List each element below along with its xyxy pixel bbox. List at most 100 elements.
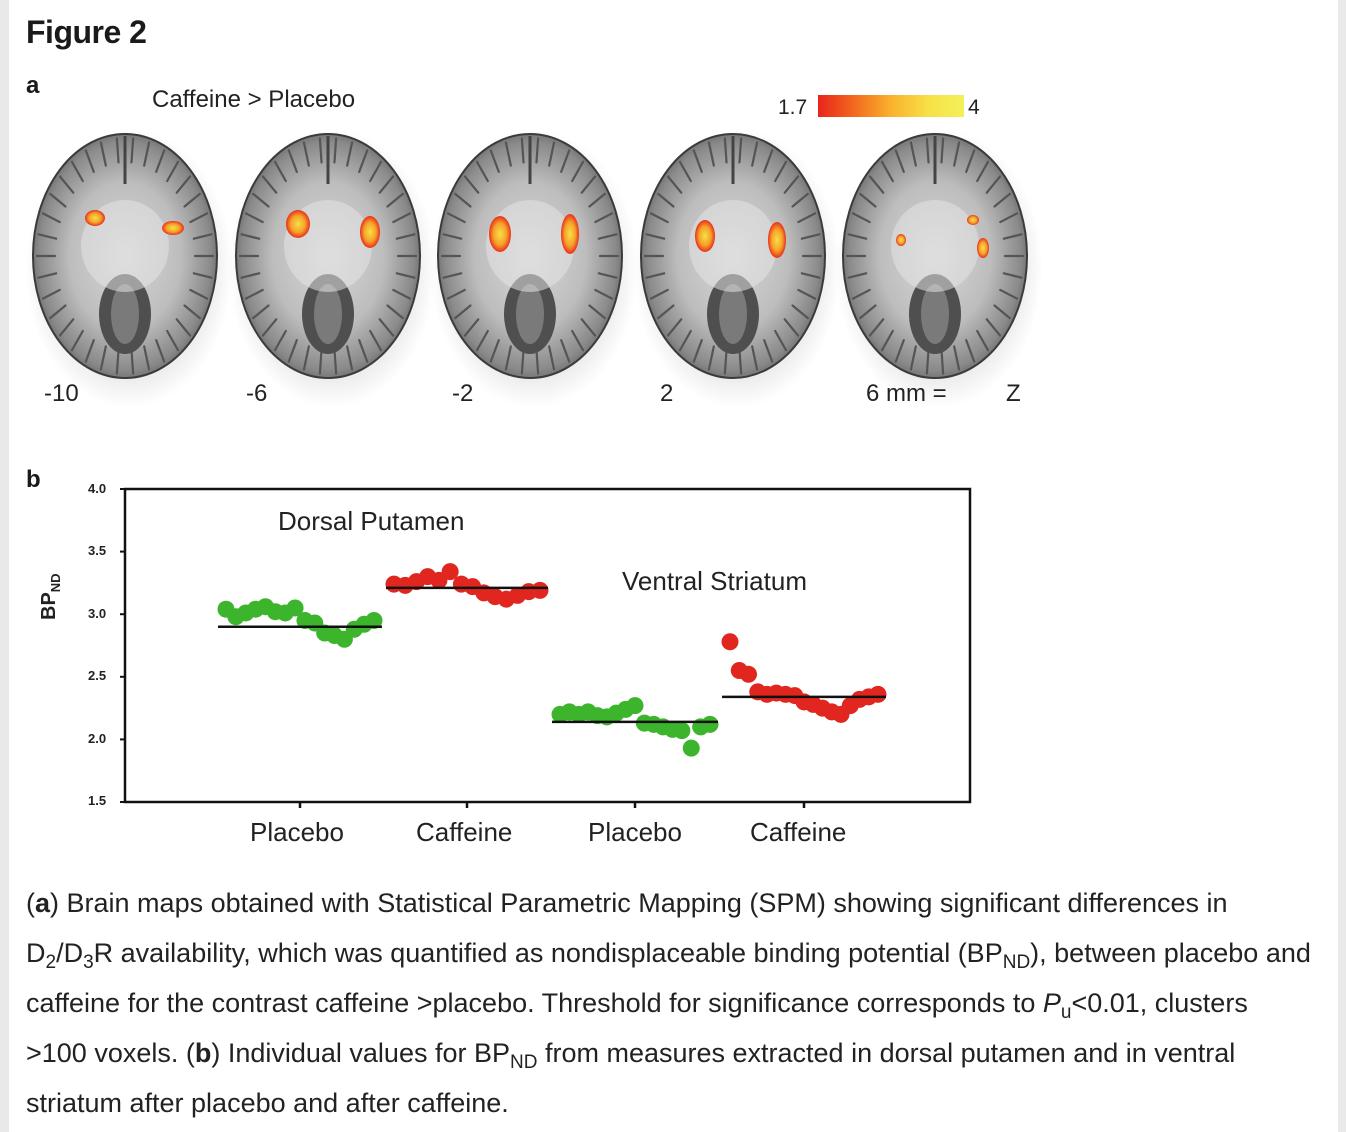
brain-cerebellum-inner (719, 284, 747, 344)
brain-gyrus (940, 348, 945, 375)
data-point (804, 695, 822, 713)
brain-gyrus (692, 149, 703, 173)
caption-text: ) Individual values for BP (211, 1038, 510, 1068)
activation-blob (768, 222, 786, 258)
brain-gyrus (800, 272, 821, 279)
brain-deep-matter (891, 200, 979, 292)
data-point (749, 683, 767, 701)
data-point (795, 693, 813, 711)
panel-a-letter: a (26, 72, 40, 99)
brain-gyrus (261, 175, 278, 194)
data-point (520, 583, 538, 601)
brain-gyrus (358, 339, 369, 363)
brain-gyrus (302, 141, 310, 167)
caption-italic-p: P (1042, 988, 1061, 1018)
brain-gyrus (880, 329, 894, 352)
caption-text: ), between placebo and caffeine for the … (26, 938, 1311, 1018)
brain-gyrus (252, 192, 270, 208)
brain-gyrus (489, 339, 500, 363)
brain-gyrus (99, 141, 107, 167)
brain-gyrus (175, 175, 192, 194)
data-point (777, 685, 794, 703)
activation-blob (977, 238, 989, 258)
brain-gyrus (791, 304, 809, 320)
brain-gyrus (166, 329, 180, 352)
activation-blob (489, 216, 511, 252)
brain-gyrus (58, 175, 75, 194)
brain-gyrus (143, 141, 151, 167)
data-point (682, 739, 700, 757)
brain-gyrus (763, 339, 774, 363)
brain-gyrus (192, 233, 213, 240)
brain-cerebellum-inner (516, 284, 544, 344)
brain-gyrus (645, 233, 666, 240)
slice-label-1: -10 (44, 380, 79, 407)
brain-gyrus (395, 233, 416, 240)
x-category-label: Caffeine (416, 817, 513, 847)
data-point (227, 608, 245, 626)
brain-gyrus (143, 345, 151, 371)
brain-gyrus (155, 339, 166, 363)
brain-gyrus (985, 175, 1002, 194)
brain-gyrus (738, 137, 743, 164)
data-point (851, 690, 868, 708)
brain-gyrus (183, 192, 201, 208)
slice-label-2: -6 (246, 380, 268, 407)
y-axis-label: BPND (38, 560, 63, 620)
data-point (396, 576, 414, 594)
brain-gyrus (504, 141, 512, 167)
brain-gyrus (953, 345, 961, 371)
brain-slice (430, 128, 638, 408)
brain-gyrus (707, 141, 715, 167)
data-point (335, 630, 353, 648)
caption-sub: 3 (83, 952, 94, 973)
caption-sub: ND (510, 1052, 538, 1073)
brain-gyrus (580, 175, 597, 194)
data-point (589, 707, 606, 725)
brain-gyrus (41, 212, 61, 224)
data-point (721, 633, 739, 651)
brain-gyrus (738, 348, 743, 375)
brain-gyrus (535, 137, 540, 164)
brain-cerebellum-inner (921, 284, 949, 344)
brain-gyrus (446, 288, 466, 300)
caption-text: from measures extracted in dorsal putame… (26, 1038, 1236, 1118)
brain-gyrus (244, 212, 264, 224)
data-point (692, 718, 710, 736)
brain-gyrus (880, 160, 894, 183)
brain-slice (633, 128, 841, 408)
data-point (664, 720, 681, 738)
data-point (531, 581, 549, 599)
brain-gyrus (797, 212, 817, 224)
brain-gyrus (580, 318, 597, 337)
data-point (441, 563, 459, 581)
y-axis-label-main: BP (38, 592, 60, 620)
brain-gyrus (751, 141, 759, 167)
slice-label-5: 6 mm = (866, 380, 947, 407)
activation-blob (896, 234, 906, 246)
brain-gyrus (41, 288, 61, 300)
y-tick-label: 2.5 (88, 668, 107, 683)
data-point (579, 703, 597, 721)
brain-gyrus (588, 304, 606, 320)
brain-gyrus (99, 345, 107, 371)
data-point (570, 705, 588, 723)
data-point (464, 578, 482, 596)
activation-blob (561, 214, 579, 254)
frame-left (0, 0, 9, 1132)
brain-cerebellum-inner (314, 284, 342, 344)
brain-gyrus (189, 288, 209, 300)
brain-gyrus (723, 137, 728, 164)
data-point (617, 700, 635, 718)
frame-right (1338, 0, 1346, 1132)
brain-gyrus (189, 212, 209, 224)
y-tick-label: 2.0 (88, 731, 107, 746)
y-tick-label: 1.5 (88, 793, 107, 808)
brain-gyrus (287, 339, 298, 363)
brain-gyrus (597, 272, 618, 279)
data-point (345, 620, 363, 638)
brain-gyrus (346, 141, 354, 167)
brain-gyrus (446, 212, 466, 224)
data-point (832, 705, 850, 723)
brain-gyrus (657, 304, 675, 320)
